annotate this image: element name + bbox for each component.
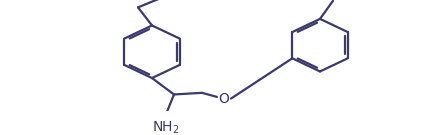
Text: NH$_2$: NH$_2$	[152, 119, 180, 135]
Text: O: O	[219, 92, 230, 106]
